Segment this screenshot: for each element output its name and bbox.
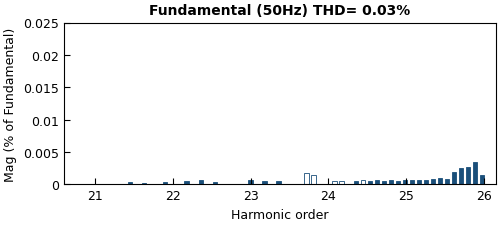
Bar	[262, 181, 266, 184]
Bar	[444, 179, 449, 184]
Bar	[374, 180, 379, 184]
Y-axis label: Mag (% of Fundamental): Mag (% of Fundamental)	[4, 27, 17, 181]
Bar	[354, 181, 358, 184]
Bar	[472, 163, 477, 184]
Bar	[388, 180, 393, 184]
Bar	[184, 181, 189, 184]
Bar	[332, 181, 337, 184]
Bar	[458, 168, 463, 184]
Bar	[382, 181, 386, 184]
Bar	[162, 182, 167, 184]
Bar	[452, 172, 456, 184]
Bar	[424, 180, 428, 184]
Bar	[276, 181, 280, 184]
Bar	[248, 180, 252, 184]
Bar	[142, 183, 146, 184]
Bar	[368, 181, 372, 184]
Bar	[410, 180, 414, 184]
Bar	[304, 173, 308, 184]
Bar	[360, 180, 365, 184]
Bar	[212, 182, 217, 184]
Bar	[198, 180, 203, 184]
X-axis label: Harmonic order: Harmonic order	[231, 208, 328, 221]
Bar	[430, 180, 435, 184]
Bar	[128, 182, 132, 184]
Bar	[402, 180, 407, 184]
Bar	[438, 178, 442, 184]
Bar	[416, 180, 421, 184]
Bar	[480, 175, 484, 184]
Bar	[312, 176, 316, 184]
Bar	[396, 181, 400, 184]
Bar	[466, 167, 470, 184]
Bar	[340, 181, 344, 184]
Title: Fundamental (50Hz) THD= 0.03%: Fundamental (50Hz) THD= 0.03%	[149, 4, 410, 18]
